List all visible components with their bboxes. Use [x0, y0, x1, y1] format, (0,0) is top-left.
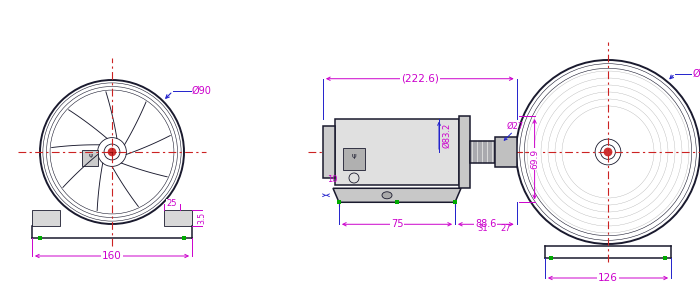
Text: 69.9: 69.9: [530, 149, 539, 169]
Text: ψ: ψ: [351, 153, 356, 159]
Text: 27: 27: [500, 224, 511, 233]
Text: 160: 160: [102, 251, 122, 261]
Ellipse shape: [382, 192, 392, 199]
Text: 126: 126: [598, 273, 618, 283]
Circle shape: [108, 148, 116, 156]
Text: 88.6: 88.6: [475, 219, 496, 229]
Text: 3.5: 3.5: [197, 212, 206, 224]
Polygon shape: [333, 188, 461, 202]
Text: 31: 31: [477, 224, 488, 233]
Text: Ø83.2: Ø83.2: [442, 123, 451, 148]
FancyBboxPatch shape: [164, 210, 192, 226]
FancyBboxPatch shape: [335, 119, 459, 185]
FancyBboxPatch shape: [83, 150, 98, 166]
FancyBboxPatch shape: [495, 137, 517, 167]
Text: (222.6): (222.6): [401, 74, 439, 84]
Circle shape: [604, 148, 612, 156]
Text: 25: 25: [167, 200, 177, 208]
Text: ψ: ψ: [88, 153, 92, 158]
Text: Ø90: Ø90: [192, 86, 212, 96]
Text: Ø120: Ø120: [692, 68, 700, 79]
Text: 10: 10: [327, 176, 337, 184]
FancyBboxPatch shape: [470, 141, 495, 163]
FancyBboxPatch shape: [459, 116, 470, 188]
FancyBboxPatch shape: [32, 210, 60, 226]
Text: 75: 75: [391, 219, 403, 229]
FancyBboxPatch shape: [343, 148, 365, 170]
FancyBboxPatch shape: [323, 126, 335, 178]
Text: Ø27: Ø27: [507, 122, 524, 131]
